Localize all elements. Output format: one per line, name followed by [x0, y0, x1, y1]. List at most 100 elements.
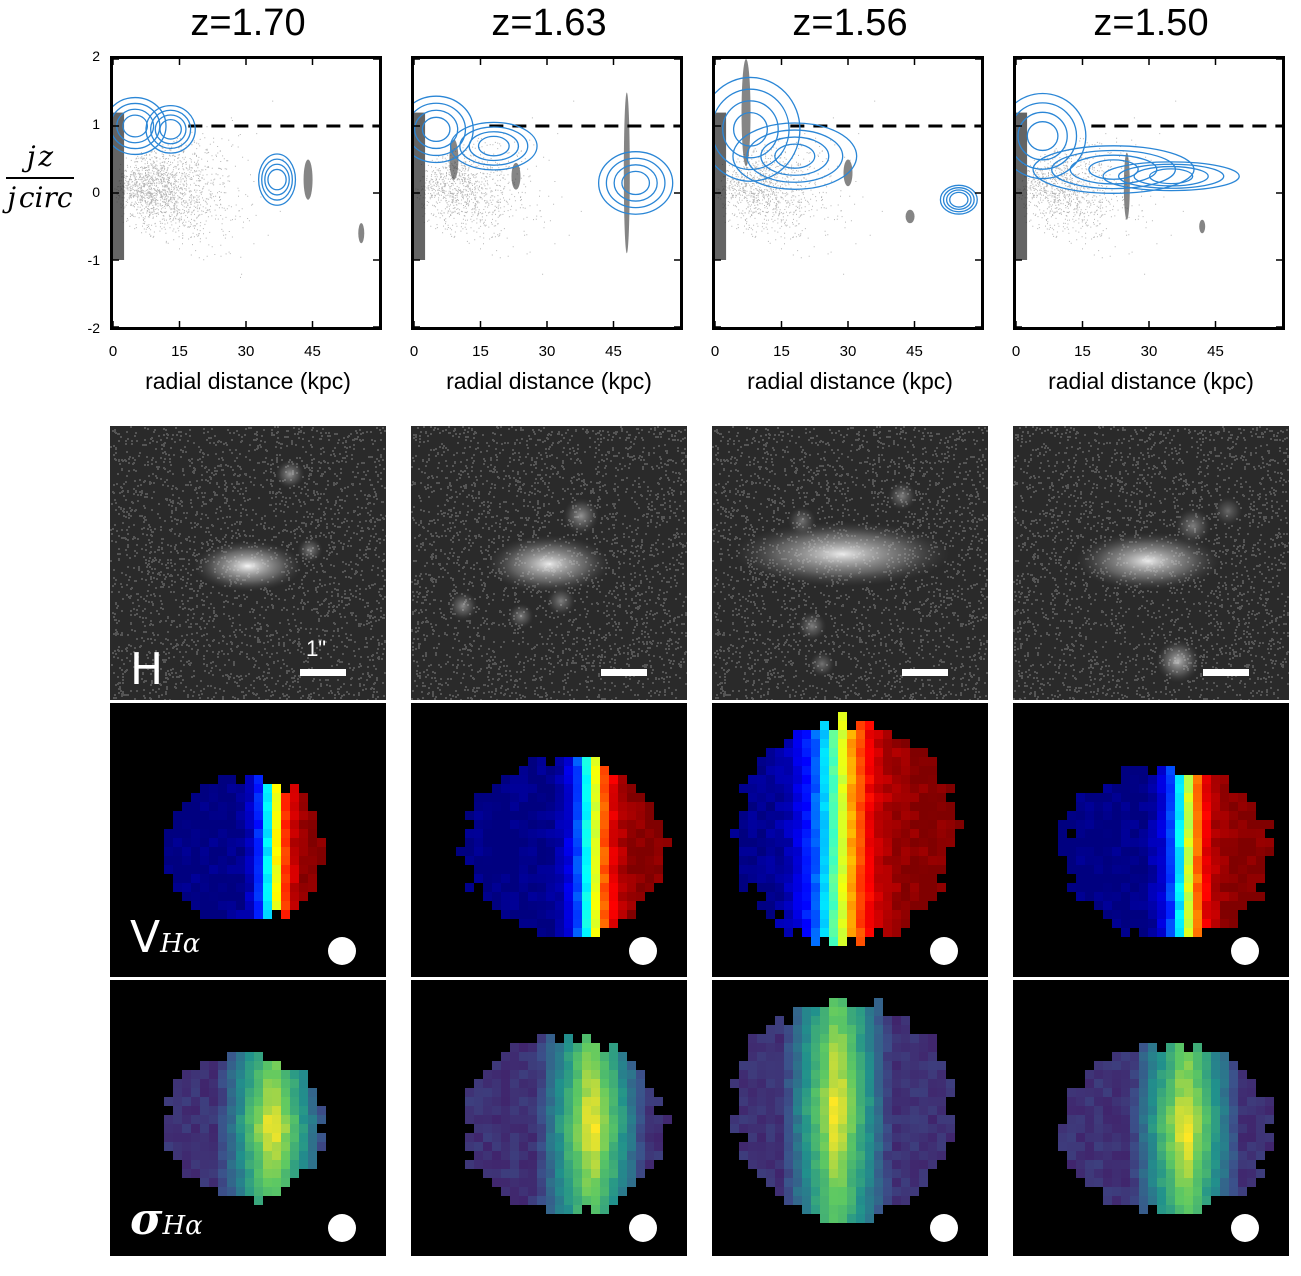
contour — [459, 126, 529, 166]
dispersion-map-2 — [411, 980, 687, 1256]
contour — [1032, 145, 1195, 194]
scalebar — [1203, 669, 1249, 676]
dispersion-subscript: Hα — [162, 1211, 203, 1241]
contour — [715, 76, 801, 182]
galaxy-clump — [887, 481, 917, 511]
contour — [1133, 165, 1209, 187]
scatter-plot-1 — [110, 56, 382, 330]
contour-lines — [414, 95, 674, 215]
contour — [760, 136, 830, 176]
psf-beam — [930, 937, 958, 965]
contour — [449, 121, 538, 171]
galaxy-clump — [1156, 639, 1200, 683]
scatter-plot-2 — [411, 56, 683, 330]
contour-lines — [1016, 92, 1240, 194]
velocity-symbol: V — [130, 912, 161, 963]
y-axis-numerator: j z — [26, 140, 54, 173]
y-tick-label: 1 — [92, 116, 100, 132]
dispersion-pixels — [164, 1052, 326, 1205]
hband-svg-1 — [110, 426, 386, 700]
contour — [1117, 163, 1225, 189]
dispersion-symbol: σ — [130, 1194, 163, 1245]
contour — [468, 131, 520, 162]
contour — [1017, 111, 1068, 161]
contour — [421, 116, 451, 143]
galaxy-clump — [1076, 532, 1220, 590]
psf-beam — [629, 1214, 657, 1242]
y-axis-denominator: j circ — [7, 181, 73, 214]
x-tick-label: 0 — [710, 343, 720, 360]
galaxy-clump — [1213, 496, 1243, 526]
x-tick-label: 30 — [237, 343, 255, 360]
contour — [949, 191, 969, 208]
velocity-map-1 — [110, 703, 386, 977]
scatter-svg-2 — [414, 59, 680, 327]
galaxy-clump — [275, 459, 305, 489]
contour — [605, 157, 666, 209]
x-tick-label: 45 — [304, 343, 321, 360]
scatter-svg-3 — [715, 59, 981, 327]
x-tick-label: 0 — [108, 343, 118, 360]
scalebar — [902, 669, 948, 676]
contour — [414, 95, 474, 164]
contour — [267, 168, 287, 191]
contour — [113, 96, 167, 156]
substructure — [905, 209, 915, 224]
x-tick-label: 30 — [1140, 343, 1158, 360]
galaxy-clump — [787, 506, 817, 536]
panel-title-3: z=1.56 — [792, 2, 908, 44]
dispersion-svg-2 — [465, 1034, 672, 1242]
contour — [122, 114, 149, 138]
galaxy-clump — [508, 603, 534, 629]
dispersion-row-label: σHα — [130, 1194, 203, 1245]
velocity-row-label: VHα — [130, 912, 200, 963]
noise — [712, 426, 988, 700]
dispersion-svg-1 — [164, 1052, 356, 1242]
contour — [145, 104, 196, 154]
x-tick-label: 15 — [171, 343, 188, 360]
scatter-points — [414, 92, 630, 275]
panel-title-1: z=1.70 — [190, 2, 306, 44]
hband-row-label: H — [130, 644, 164, 695]
galaxy-clump — [297, 537, 323, 563]
dispersion-pixels — [730, 998, 955, 1223]
galaxy-clump — [1175, 508, 1211, 544]
hband-image-2 — [411, 426, 687, 700]
x-axis-label-4: radial distance (kpc) — [1048, 368, 1254, 394]
scatter-points — [113, 100, 365, 278]
velocity-map-3 — [712, 703, 988, 977]
panel-title-2: z=1.63 — [491, 2, 607, 44]
contour — [154, 114, 187, 145]
x-tick-label: 15 — [773, 343, 790, 360]
hband-image-3 — [712, 426, 988, 700]
psf-beam — [629, 937, 657, 965]
scatter-svg-1 — [113, 59, 379, 327]
contour — [261, 158, 293, 201]
substructure — [1199, 219, 1206, 234]
galaxy-clump — [194, 540, 302, 592]
contour — [264, 163, 290, 196]
dispersion-pixels — [465, 1034, 672, 1214]
velocity-svg-4 — [1058, 766, 1274, 965]
x-tick-label: 45 — [605, 343, 622, 360]
x-tick-label: 0 — [409, 343, 419, 360]
substructure — [303, 159, 313, 200]
contour — [945, 189, 972, 211]
contour — [414, 102, 467, 157]
velocity-subscript: Hα — [160, 929, 201, 959]
dispersion-map-1 — [110, 980, 386, 1256]
galaxy-clump — [487, 535, 611, 593]
contour — [159, 119, 182, 140]
hband-svg-3 — [712, 426, 988, 700]
contour — [1088, 159, 1139, 180]
galaxy-clump — [809, 651, 835, 677]
velocity-svg-2 — [456, 757, 672, 965]
contour — [715, 88, 790, 171]
x-axis-label-3: radial distance (kpc) — [747, 368, 953, 394]
dispersion-pixels — [1058, 1043, 1274, 1214]
x-tick-label: 30 — [839, 343, 857, 360]
hband-svg-4 — [1013, 426, 1289, 700]
galaxy-clump — [734, 521, 950, 587]
psf-beam — [1231, 937, 1259, 965]
contour-lines — [113, 96, 297, 206]
